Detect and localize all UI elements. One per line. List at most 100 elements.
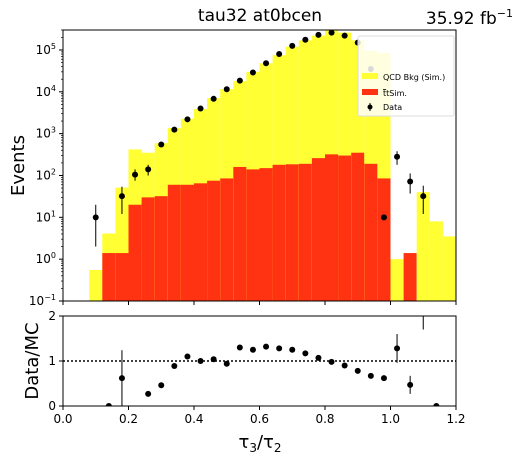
- data-point: [263, 60, 270, 67]
- legend: QCD Bkg (Sim.) ttSim. Data: [357, 35, 455, 117]
- ratio-point: [380, 375, 387, 382]
- ttbar-bar: [180, 184, 194, 301]
- ttbar-bar: [167, 184, 181, 301]
- ratio-point: [158, 382, 165, 389]
- ttbar-bar: [194, 183, 208, 301]
- tick-base: 10: [36, 43, 51, 57]
- ratio-x-tick-label: 1.2: [446, 412, 465, 426]
- legend-ttbar-t1: t: [383, 89, 386, 98]
- ttbar-bar: [154, 196, 168, 301]
- ratio-x-tick-label: 0.2: [119, 412, 138, 426]
- tick-base: 10: [29, 294, 44, 308]
- ratio-point: [171, 362, 178, 369]
- ratio-point: [433, 403, 440, 406]
- ratio-point: [263, 343, 270, 350]
- legend-data-marker: [367, 104, 373, 110]
- tick-exponent: 5: [51, 42, 56, 51]
- ratio-point: [184, 353, 191, 360]
- data-point: [420, 193, 427, 200]
- ratio-x-tick-label: 0.8: [315, 412, 334, 426]
- x-axis-label-sub2: 2: [274, 441, 282, 455]
- qcd-bar: [429, 221, 443, 301]
- data-point: [380, 214, 387, 221]
- ratio-point: [328, 358, 335, 365]
- ratio-point: [236, 344, 243, 351]
- legend-label-qcd: QCD Bkg (Sim.): [383, 73, 445, 82]
- ratio-point: [276, 345, 283, 352]
- main-y-tick-label: 102: [36, 167, 56, 182]
- ttbar-bar: [325, 154, 339, 301]
- ratio-x-tick-label: 1.0: [381, 412, 400, 426]
- tick-exponent: 1: [51, 209, 56, 218]
- tick-base: 10: [36, 168, 51, 182]
- ratio-y-tick-label: 0: [48, 399, 56, 413]
- tick-base: 10: [36, 210, 51, 224]
- ratio-points: [63, 316, 456, 406]
- ratio-y-tick-label: 2: [48, 309, 56, 323]
- x-axis-label-tau1: τ: [238, 432, 249, 453]
- data-point: [328, 30, 335, 36]
- qcd-bar: [416, 192, 430, 301]
- ratio-point: [354, 367, 361, 374]
- data-point: [171, 126, 178, 133]
- data-point: [197, 105, 204, 112]
- legend-box: [357, 35, 455, 117]
- luminosity-label: 35.92 fb−1: [426, 7, 513, 29]
- legend-ttbar-t2: t: [386, 89, 389, 98]
- histogram-bars: [89, 30, 456, 301]
- legend-label-ttbar: ttSim.: [383, 89, 407, 98]
- ratio-point: [105, 403, 112, 406]
- ttbar-bar: [298, 163, 312, 301]
- tick-base: 10: [36, 127, 51, 141]
- ratio-x-tick-label: 0.6: [250, 412, 269, 426]
- ratio-point: [302, 350, 309, 357]
- data-point: [394, 153, 401, 160]
- ratio-point: [197, 358, 204, 364]
- main-y-tick-label: 10−1: [29, 293, 56, 308]
- qcd-bar: [390, 259, 404, 301]
- ratio-y-axis-label: Data/MC: [22, 322, 43, 399]
- ttbar-bar: [338, 155, 352, 301]
- ratio-point: [223, 360, 230, 367]
- ttbar-bar: [285, 164, 299, 301]
- ratio-point: [118, 375, 125, 382]
- legend-swatch-ttbar: [362, 89, 378, 95]
- tick-base: 10: [36, 252, 51, 266]
- ttbar-bar: [141, 197, 155, 301]
- main-y-tick-label: 100: [36, 251, 56, 266]
- ratio-point: [289, 346, 296, 353]
- ratio-point: [394, 345, 401, 352]
- ttbar-bar: [403, 253, 417, 301]
- x-axis-label: τ3/τ2: [238, 432, 281, 455]
- ratio-point: [315, 354, 322, 361]
- ttbar-bar: [220, 178, 234, 301]
- data-point: [289, 42, 296, 49]
- ratio-point: [210, 356, 217, 363]
- ttbar-bar: [272, 164, 286, 301]
- ratio-x-tick-label: 0.4: [184, 412, 203, 426]
- data-point: [184, 116, 191, 123]
- data-point: [132, 171, 139, 178]
- ttbar-bar: [128, 204, 142, 301]
- luminosity-value: 35.92 fb: [426, 9, 497, 29]
- main-y-tick-label: 105: [36, 42, 56, 57]
- qcd-bar: [442, 236, 456, 301]
- ratio-y-tick-label: 1: [48, 354, 56, 368]
- tick-exponent: 3: [51, 126, 56, 135]
- x-axis-label-sub1: 3: [249, 441, 257, 455]
- x-axis-label-sep: /τ: [257, 432, 274, 453]
- ratio-point: [407, 381, 414, 388]
- tick-base: 10: [36, 85, 51, 99]
- tick-exponent: −1: [44, 293, 56, 302]
- legend-label-data: Data: [383, 103, 402, 112]
- data-point: [407, 178, 414, 185]
- ratio-point: [341, 362, 348, 369]
- data-point: [315, 31, 322, 38]
- tick-exponent: 4: [51, 84, 56, 93]
- ratio-point: [367, 372, 374, 379]
- data-point: [145, 166, 152, 173]
- data-point: [118, 193, 125, 200]
- main-y-tick-label: 103: [36, 126, 56, 141]
